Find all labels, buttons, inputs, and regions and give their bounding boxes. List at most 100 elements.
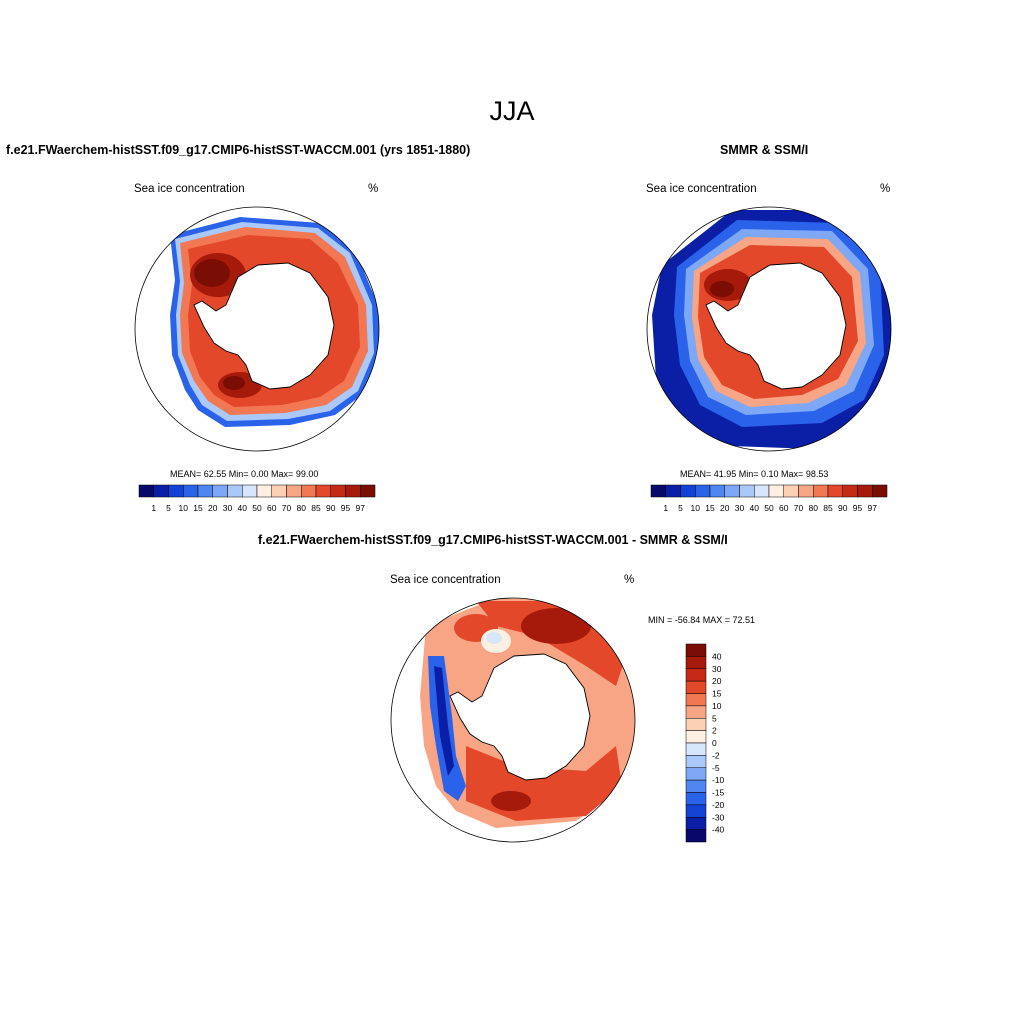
colorbar-swatch xyxy=(739,484,755,498)
colorbar-swatch xyxy=(685,767,707,781)
colorbar-swatch xyxy=(680,484,696,498)
colorbar-swatch xyxy=(827,484,843,498)
colorbar-swatch xyxy=(650,484,666,498)
colorbar-tick-label: 97 xyxy=(868,503,878,513)
colorbar-swatch xyxy=(685,680,707,694)
obs-map xyxy=(646,206,892,452)
colorbar-swatch xyxy=(685,643,707,657)
obs-variable-label: Sea ice concentration xyxy=(646,183,757,195)
model-panel-title: f.e21.FWaerchem-histSST.f09_g17.CMIP6-hi… xyxy=(6,143,471,157)
diff-panel-title: f.e21.FWaerchem-histSST.f09_g17.CMIP6-hi… xyxy=(258,533,728,547)
colorbar-swatch xyxy=(685,705,707,719)
colorbar-tick-label: 30 xyxy=(712,664,722,674)
colorbar-swatch xyxy=(685,656,707,669)
colorbar-swatch xyxy=(360,484,376,498)
colorbar-tick-label: 5 xyxy=(166,503,171,513)
obs-colorbar: 1 5 10 15 20 30 40 50 60 70 80 85 90 95 97 xyxy=(650,484,888,513)
colorbar-tick-label: 1 xyxy=(151,503,156,513)
colorbar-swatch xyxy=(212,484,228,498)
figure-title: JJA xyxy=(489,96,535,126)
colorbar-tick-label: 10 xyxy=(712,701,722,711)
colorbar-tick-label: 40 xyxy=(750,503,760,513)
colorbar-tick-label: -15 xyxy=(712,788,725,798)
colorbar-tick-label: 90 xyxy=(326,503,336,513)
colorbar-tick-label: 10 xyxy=(179,503,189,513)
colorbar-tick-label: 5 xyxy=(678,503,683,513)
colorbar-swatch xyxy=(685,668,707,682)
model-map xyxy=(134,206,380,452)
colorbar-swatch xyxy=(709,484,725,498)
map-boundary xyxy=(134,206,380,452)
colorbar-tick-label: 0 xyxy=(712,738,717,748)
colorbar-tick-label: 85 xyxy=(823,503,833,513)
colorbar-swatch xyxy=(857,484,873,498)
colorbar-swatch xyxy=(301,484,317,498)
colorbar-swatch xyxy=(685,718,707,731)
colorbar-tick-label: 80 xyxy=(809,503,819,513)
colorbar-swatch xyxy=(685,829,707,843)
diff-stats: MIN = -56.84 MAX = 72.51 xyxy=(648,615,756,625)
colorbar-tick-label: -10 xyxy=(712,775,725,785)
colorbar-tick-label: 1 xyxy=(663,503,668,513)
obs-panel-title: SMMR & SSM/I xyxy=(720,143,809,157)
colorbar-swatch xyxy=(153,484,169,498)
colorbar-swatch xyxy=(345,484,361,498)
colorbar-swatch xyxy=(168,484,184,498)
colorbar-tick-label: 40 xyxy=(712,651,722,661)
antarctica-outline xyxy=(449,653,591,781)
colorbar-swatch xyxy=(242,484,258,498)
colorbar-swatch xyxy=(813,484,829,498)
colorbar-swatch xyxy=(685,817,707,830)
colorbar-tick-label: 90 xyxy=(838,503,848,513)
colorbar-tick-label: 15 xyxy=(705,503,715,513)
diff-units-label: % xyxy=(624,574,635,586)
colorbar-swatch xyxy=(685,779,707,793)
colorbar-tick-label: 15 xyxy=(193,503,203,513)
colorbar-tick-label: 60 xyxy=(779,503,789,513)
colorbar-swatch xyxy=(724,484,740,498)
colorbar-swatch xyxy=(685,693,707,707)
colorbar-tick-label: 50 xyxy=(764,503,774,513)
model-units-label: % xyxy=(368,183,379,195)
obs-units-label: % xyxy=(880,183,891,195)
colorbar-tick-label: 30 xyxy=(735,503,745,513)
colorbar-swatch xyxy=(842,484,858,498)
colorbar-tick-label: 60 xyxy=(267,503,277,513)
model-colorbar: 1 5 10 15 20 30 40 50 60 70 80 85 90 95 97 xyxy=(138,484,376,513)
colorbar-tick-label: 30 xyxy=(223,503,233,513)
colorbar-swatch xyxy=(872,484,888,498)
colorbar-tick-label: -20 xyxy=(712,800,725,810)
colorbar-tick-label: -5 xyxy=(712,763,720,773)
colorbar-swatch xyxy=(685,804,707,818)
model-stats: MEAN= 62.55 Min= 0.00 Max= 99.00 xyxy=(170,469,319,479)
colorbar-swatch xyxy=(685,792,707,806)
antarctica-outline xyxy=(705,262,847,390)
colorbar-tick-label: 20 xyxy=(720,503,730,513)
colorbar-swatch xyxy=(256,484,272,498)
colorbar-swatch xyxy=(286,484,302,498)
colorbar-swatch xyxy=(138,484,154,498)
model-variable-label: Sea ice concentration xyxy=(134,183,245,195)
diff-ice-field xyxy=(420,598,635,828)
colorbar-tick-label: 97 xyxy=(356,503,366,513)
colorbar-swatch xyxy=(315,484,331,498)
colorbar-tick-label: 95 xyxy=(853,503,863,513)
colorbar-swatch xyxy=(685,742,707,756)
colorbar-tick-label: 95 xyxy=(341,503,351,513)
map-boundary xyxy=(646,206,892,452)
colorbar-tick-label: -2 xyxy=(712,750,720,760)
obs-stats: MEAN= 41.95 Min= 0.10 Max= 98.53 xyxy=(680,469,829,479)
colorbar-tick-label: 2 xyxy=(712,726,717,736)
colorbar-tick-label: 10 xyxy=(691,503,701,513)
colorbar-tick-label: 85 xyxy=(311,503,321,513)
colorbar-swatch xyxy=(183,484,199,498)
colorbar-tick-label: 5 xyxy=(712,713,717,723)
colorbar-tick-label: -30 xyxy=(712,812,725,822)
colorbar-tick-label: 20 xyxy=(208,503,218,513)
antarctica-outline xyxy=(193,262,335,390)
colorbar-swatch xyxy=(665,484,681,498)
colorbar-swatch xyxy=(271,484,287,498)
colorbar-swatch xyxy=(685,730,707,744)
colorbar-swatch xyxy=(695,484,711,498)
